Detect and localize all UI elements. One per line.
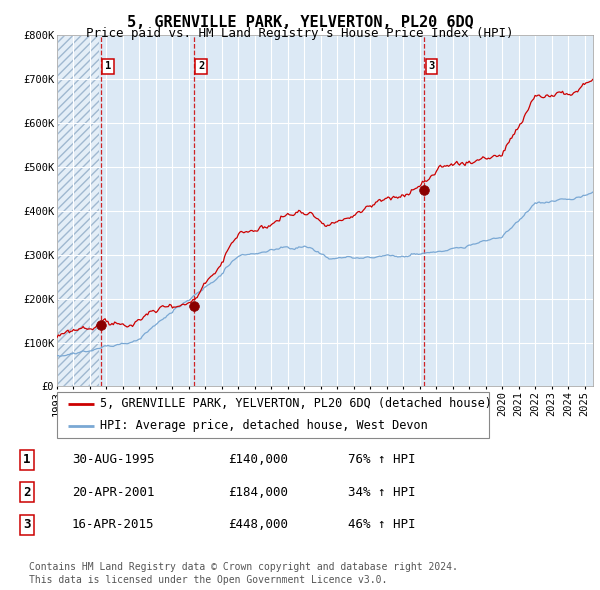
Text: 5, GRENVILLE PARK, YELVERTON, PL20 6DQ (detached house): 5, GRENVILLE PARK, YELVERTON, PL20 6DQ (…	[100, 397, 492, 410]
Text: 76% ↑ HPI: 76% ↑ HPI	[348, 453, 415, 467]
Text: 46% ↑ HPI: 46% ↑ HPI	[348, 518, 415, 532]
Text: HPI: Average price, detached house, West Devon: HPI: Average price, detached house, West…	[100, 419, 428, 432]
Text: 2: 2	[198, 61, 204, 71]
Text: Contains HM Land Registry data © Crown copyright and database right 2024.
This d: Contains HM Land Registry data © Crown c…	[29, 562, 458, 585]
Text: £184,000: £184,000	[228, 486, 288, 499]
Text: 3: 3	[428, 61, 435, 71]
Text: £448,000: £448,000	[228, 518, 288, 532]
Text: 1: 1	[23, 453, 31, 467]
FancyBboxPatch shape	[57, 392, 489, 438]
Text: 5, GRENVILLE PARK, YELVERTON, PL20 6DQ: 5, GRENVILLE PARK, YELVERTON, PL20 6DQ	[127, 15, 473, 30]
Text: 16-APR-2015: 16-APR-2015	[72, 518, 155, 532]
Text: 1: 1	[105, 61, 111, 71]
Text: 34% ↑ HPI: 34% ↑ HPI	[348, 486, 415, 499]
Text: £140,000: £140,000	[228, 453, 288, 467]
Text: Price paid vs. HM Land Registry's House Price Index (HPI): Price paid vs. HM Land Registry's House …	[86, 27, 514, 40]
Text: 2: 2	[23, 486, 31, 499]
Text: 30-AUG-1995: 30-AUG-1995	[72, 453, 155, 467]
Text: 3: 3	[23, 518, 31, 532]
Text: 20-APR-2001: 20-APR-2001	[72, 486, 155, 499]
